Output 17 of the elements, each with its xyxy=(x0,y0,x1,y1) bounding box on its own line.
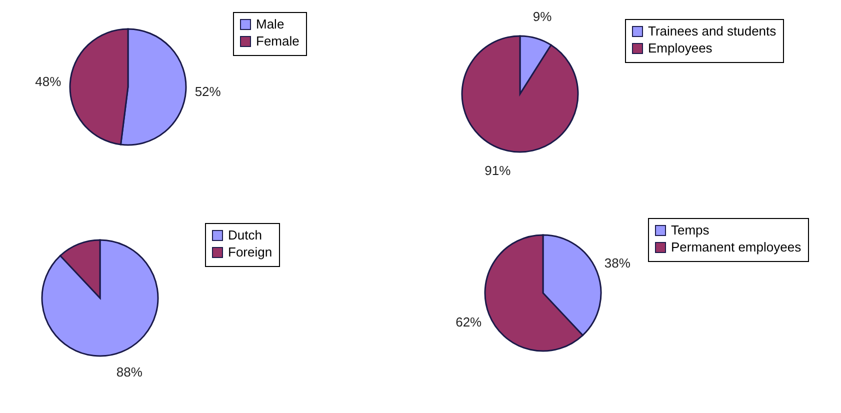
legend-label: Temps xyxy=(671,222,710,238)
data-label: 38% xyxy=(604,256,631,271)
data-label: 91% xyxy=(484,162,512,178)
data-label: 88% xyxy=(116,364,143,380)
legend-label: Employees xyxy=(648,40,713,56)
legend-label: Foreign xyxy=(228,244,272,260)
legend-label: Male xyxy=(256,16,284,32)
pie-slice xyxy=(461,35,579,153)
legend-label: Trainees and students xyxy=(648,24,777,38)
data-label: 48% xyxy=(35,74,62,89)
data-label: 52% xyxy=(194,84,222,100)
pie-slice xyxy=(41,239,159,357)
data-label: 62% xyxy=(456,314,482,330)
legend-label: Permanent employees xyxy=(671,240,802,254)
legend-label: Dutch xyxy=(228,228,262,242)
data-label: 9% xyxy=(532,9,552,24)
legend-label: Female xyxy=(256,34,300,48)
